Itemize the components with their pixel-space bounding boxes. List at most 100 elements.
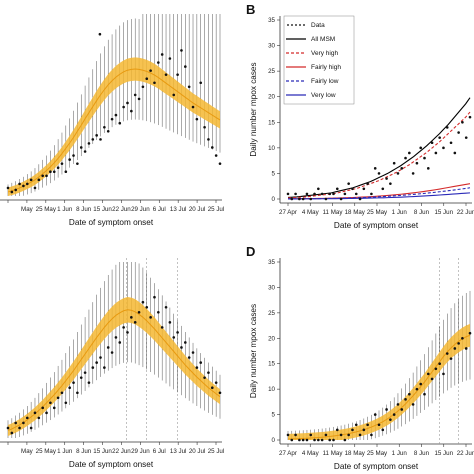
panel-b-data-point <box>324 197 328 201</box>
panel-d-x-axis-label: Date of symptom onset <box>334 462 419 471</box>
panel-a-data-point <box>91 138 95 141</box>
panel-b-data-point <box>430 141 434 145</box>
panel-c-x-tick-label: 13 Jul <box>170 448 187 455</box>
panel-b-data-point <box>347 182 350 185</box>
panel-a-data-point <box>99 138 102 141</box>
panel-b-data-point <box>445 126 449 129</box>
panel-b-y-tick-label: 35 <box>268 17 275 24</box>
panel-b-y-tick-label: 30 <box>268 43 275 50</box>
panel-d-data-point <box>290 438 294 442</box>
panel-d-data-point <box>362 428 366 432</box>
panel-a-x-tick-label: May <box>21 206 34 213</box>
panel-d-x-tick-label: 25 May <box>367 450 388 457</box>
panel-c-fit-band <box>8 297 220 436</box>
panel-b-data-point <box>354 192 358 196</box>
panel-b-data-point <box>332 192 335 196</box>
panel-d-x-tick-label: 22 Jun <box>457 450 474 457</box>
panel-a-data-point <box>95 134 98 137</box>
panel-a-data-point <box>199 81 203 85</box>
panel-c-data-point <box>76 391 79 395</box>
panel-c-data-point <box>87 381 91 384</box>
panel-d-y-tick-label: 15 <box>268 361 275 368</box>
panel-a-data-point <box>145 77 149 81</box>
panel-b-data-point <box>377 172 381 175</box>
panel-d-data-point <box>453 347 457 350</box>
panel-b-y-tick-label: 25 <box>268 68 275 75</box>
panel-b-data-point <box>366 182 369 185</box>
panel-a-x-tick-label: 15 Jun <box>93 206 112 213</box>
panel-d-data-point <box>339 433 343 437</box>
panel-a-data-point <box>10 190 14 194</box>
panel-a-data-point <box>6 186 10 190</box>
panel-a-x-axis-label: Date of symptom onset <box>69 218 154 227</box>
panel-b-data-point <box>373 167 377 170</box>
panel-d-data-point <box>389 418 392 421</box>
panel-b-data-point <box>301 197 305 201</box>
panel-c-data-point <box>141 300 145 304</box>
panel-d-x-tick-label: 4 May <box>302 450 320 457</box>
panel-d-data-point <box>426 372 430 376</box>
panel-b-line-all-msm <box>287 97 471 199</box>
panel-b-legend-swatch-dot <box>291 24 293 26</box>
panel-a-data-point <box>29 178 33 182</box>
panel-a-data-point <box>114 113 118 117</box>
panel-a-data-point <box>149 69 152 72</box>
panel-c-data-point <box>56 396 60 400</box>
panel-a-data-point <box>87 142 91 145</box>
panel-a-data-point <box>60 162 64 165</box>
panel-b-data-point <box>335 187 339 191</box>
panel-d-data-point <box>411 403 415 406</box>
panel-a-data-point <box>141 85 145 89</box>
panel-c-data-point <box>203 376 206 379</box>
panel-c-data-point <box>149 316 152 319</box>
panel-b-data-point <box>320 192 324 196</box>
panel-c-data-point <box>137 310 141 314</box>
panel-d-data-point <box>457 342 460 345</box>
panel-c-data-point <box>99 356 102 359</box>
panel-c-data-point <box>91 366 95 369</box>
panel-d-y-tick-label: 20 <box>268 335 275 342</box>
panel-b-y-tick-label: 5 <box>272 170 276 177</box>
panel-b-data-point <box>461 120 464 124</box>
panel-c-data-point <box>160 326 164 329</box>
panel-d-data-point <box>351 428 354 432</box>
panel-c-x-tick-label: 8 Jun <box>76 448 92 455</box>
panel-a-x-tick-label: 6 Jul <box>153 206 166 213</box>
panel-a-data-point <box>184 65 187 68</box>
panel-c-data-point <box>10 431 14 435</box>
panel-c-data-point <box>41 406 44 410</box>
panel-b-y-tick-label: 10 <box>268 145 275 152</box>
panel-d-data-point <box>423 392 426 396</box>
panel-c-data-point <box>72 381 75 384</box>
panel-d-data-point <box>343 438 347 442</box>
panel-c-data-point <box>191 351 195 354</box>
panel-b-data-point <box>313 192 316 196</box>
panel-b-x-tick-label: 25 May <box>367 209 388 216</box>
panel-d-data-point <box>419 382 423 386</box>
panel-c-data-point <box>195 366 199 369</box>
panel-b-data-point <box>453 151 457 155</box>
panel-a-data-point <box>172 93 176 97</box>
panel-d-data-point <box>434 367 438 371</box>
panel-c-data-point <box>18 426 21 430</box>
panel-a-data-point <box>64 170 68 174</box>
panel-a-data-point-outlier <box>98 32 102 36</box>
panel-b-data-point <box>385 177 388 180</box>
panel-b-data-point <box>423 156 426 160</box>
panel-b-data-point <box>438 136 441 139</box>
panel-c-data-point <box>60 391 64 395</box>
panel-c-data-point <box>218 391 222 395</box>
panel-d-fit-band <box>288 323 470 440</box>
panel-c-data-point <box>122 326 125 329</box>
panel-d-data-point <box>449 357 453 360</box>
panel-c-data-point <box>114 336 118 339</box>
panel-d-y-axis-label: Daily number mpox cases <box>249 304 258 398</box>
panel-a-data-point <box>106 129 110 133</box>
panel-a-data-point <box>45 174 48 178</box>
panel-d-y-tick-label: 30 <box>268 284 275 291</box>
panel-b-legend-label: Fairly low <box>311 78 339 85</box>
panel-c-x-tick-label: May <box>21 448 34 455</box>
panel-a-data-point <box>137 97 141 101</box>
panel-a-data-point <box>126 101 129 105</box>
panel-b-data-point <box>358 197 362 201</box>
